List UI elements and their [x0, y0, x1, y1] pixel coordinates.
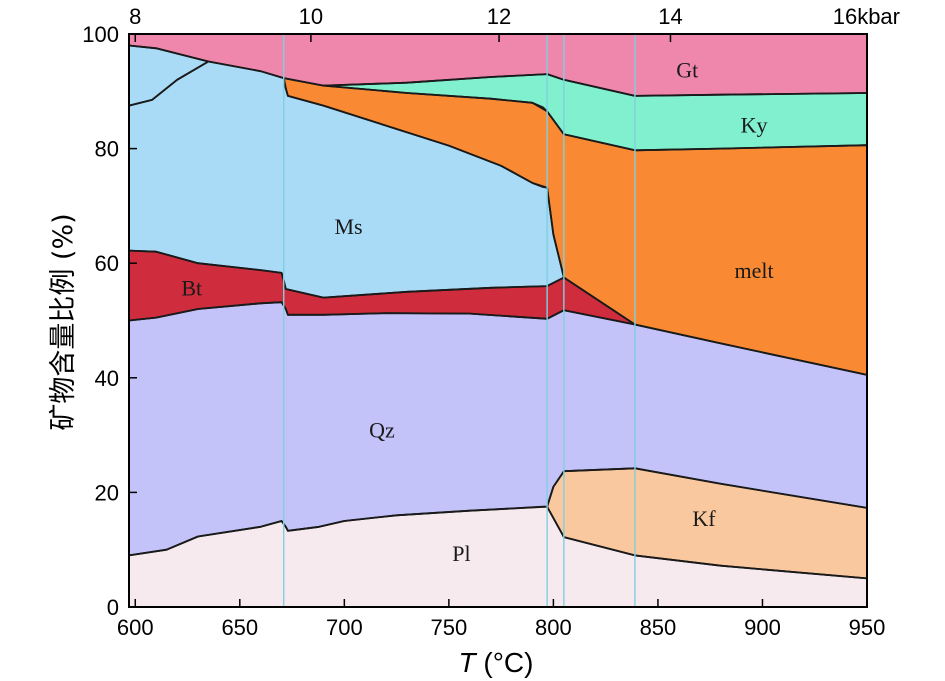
layer-qz	[129, 302, 867, 556]
top-tick-label-14: 14	[658, 4, 682, 29]
y-tick-label-20: 20	[95, 480, 119, 505]
y-tick-label-0: 0	[107, 595, 119, 620]
region-label-pl: Pl	[452, 541, 470, 566]
layer-kf	[547, 468, 867, 579]
region-labels: Pl Kf Qz Bt Ms melt Ky Gt	[181, 58, 773, 567]
region-label-ky: Ky	[741, 113, 768, 138]
boundary-ms-lower	[128, 249, 565, 299]
x-tick-label-800: 800	[535, 615, 572, 640]
y-tick-label-100: 100	[82, 22, 119, 47]
region-label-ms: Ms	[334, 214, 362, 239]
boundary-gt-lens-lower	[128, 60, 209, 107]
y-tick-label-80: 80	[95, 137, 119, 162]
top-tick-label-12: 12	[487, 4, 511, 29]
x-tick-label-850: 850	[640, 615, 677, 640]
region-label-gt: Gt	[676, 58, 698, 83]
reaction-lines	[283, 34, 636, 607]
top-axis-end-label: 16kbar	[833, 4, 900, 29]
x-tick-label-900: 900	[744, 615, 781, 640]
top-tick-label-10: 10	[299, 4, 323, 29]
region-label-bt: Bt	[181, 275, 202, 300]
x-axis-title: T (°C)	[459, 647, 534, 678]
layer-fills	[129, 34, 867, 607]
top-axis: 8 10 12 14 16kbar	[129, 4, 900, 42]
x-tick-label-600: 600	[117, 615, 154, 640]
x-tick-label-750: 750	[431, 615, 468, 640]
x-tick-label-950: 950	[849, 615, 886, 640]
region-label-kf: Kf	[692, 506, 716, 531]
y-axis-title: 矿物含量比例 (%)	[48, 213, 79, 430]
region-label-qz: Qz	[369, 417, 395, 442]
layer-bt	[129, 250, 635, 325]
x-tick-label-700: 700	[326, 615, 363, 640]
top-tick-label-8: 8	[129, 4, 141, 29]
plot-frame	[128, 33, 868, 608]
x-tick-label-650: 650	[221, 615, 258, 640]
x-axis: 600 650 700 750 800 850 900 950	[117, 599, 885, 640]
boundary-melt-lower	[282, 77, 868, 376]
boundary-gt-lens-upper	[128, 44, 209, 63]
y-axis: 0 20 40 60 80 100	[82, 22, 137, 620]
region-label-melt: melt	[735, 258, 774, 283]
layer-ky	[323, 74, 867, 151]
layer-pl	[129, 506, 867, 607]
boundary-qz-lower	[128, 467, 868, 557]
layer-gt	[129, 34, 867, 96]
y-tick-label-60: 60	[95, 251, 119, 276]
layer-melt	[283, 78, 867, 375]
layer-gt-lens	[129, 45, 209, 106]
y-tick-label-40: 40	[95, 366, 119, 391]
layer-ms	[129, 61, 564, 298]
